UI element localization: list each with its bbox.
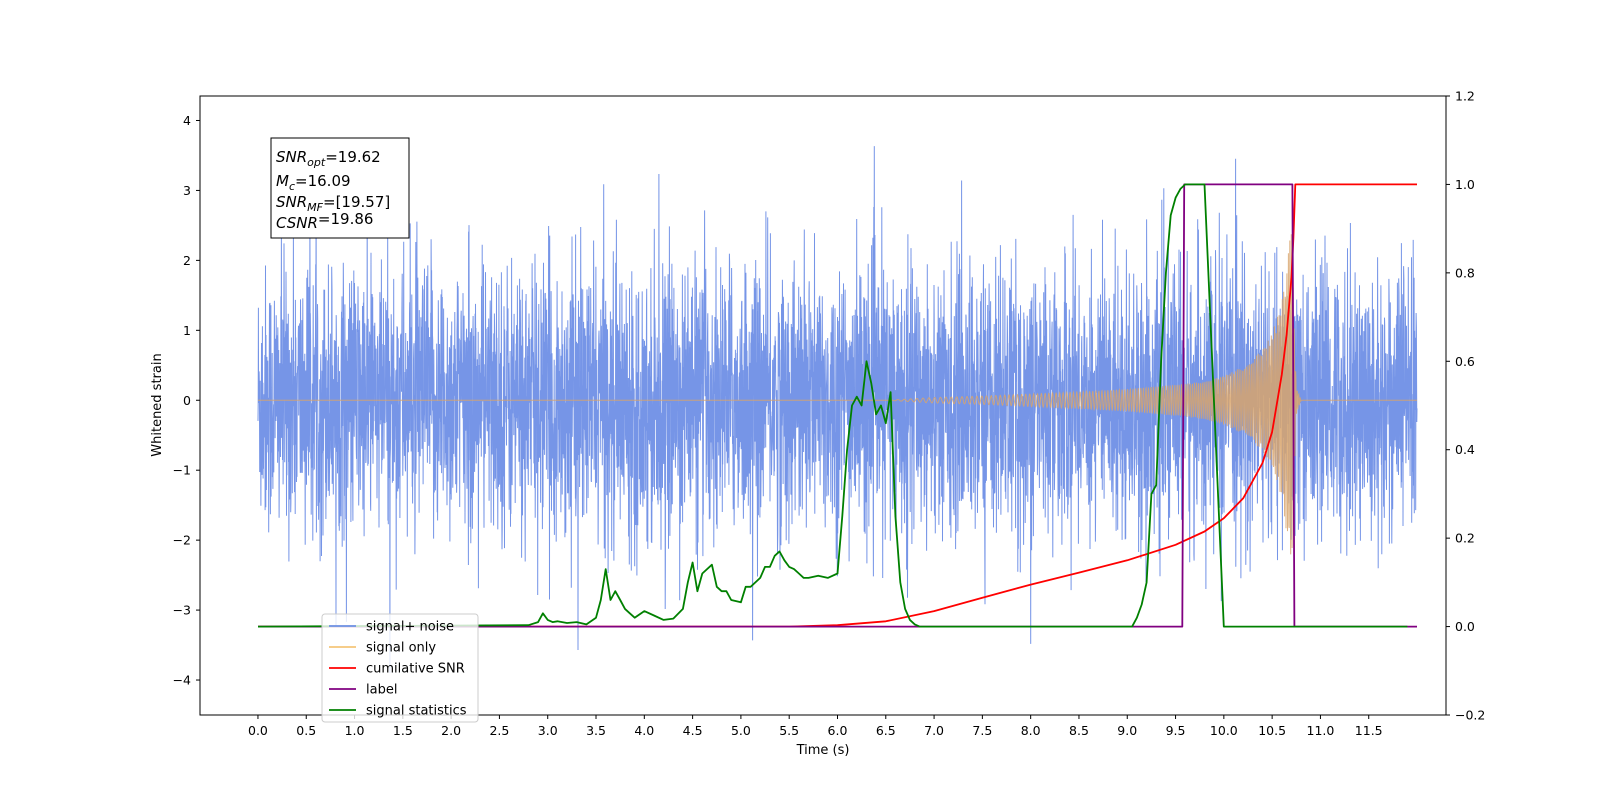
y2-tick-label: −0.2 bbox=[1455, 708, 1485, 723]
y-tick-label: −4 bbox=[173, 673, 191, 688]
x-tick-label: 11.5 bbox=[1355, 723, 1383, 738]
annotation-line-snr-mf: SNRMF=[19.57] bbox=[276, 193, 390, 214]
legend-label: label bbox=[366, 683, 397, 698]
annotation-line-csnr: CSNR=19.86 bbox=[276, 210, 373, 232]
annotation-value: =[19.57] bbox=[323, 193, 390, 211]
y-tick-label: −3 bbox=[173, 603, 191, 618]
annotation-value: =19.62 bbox=[325, 148, 381, 166]
y2-tick-label: 1.2 bbox=[1455, 89, 1475, 104]
x-tick-label: 8.0 bbox=[1021, 723, 1041, 738]
y-axis-label: Whitened strain bbox=[150, 353, 165, 456]
annotation-base: SNR bbox=[276, 193, 307, 211]
x-tick-label: 1.0 bbox=[345, 723, 365, 738]
x-tick-label: 11.0 bbox=[1307, 723, 1335, 738]
x-tick-label: 4.0 bbox=[634, 723, 654, 738]
legend-label: signal only bbox=[366, 641, 436, 656]
annotation-value: =19.86 bbox=[318, 210, 374, 228]
legend-label: signal statistics bbox=[366, 704, 467, 719]
annotation-base: SNR bbox=[276, 148, 307, 166]
y-tick-label: 4 bbox=[183, 113, 191, 128]
annotation-sub: opt bbox=[307, 156, 326, 169]
annotation-sub: MF bbox=[307, 201, 323, 214]
y2-tick-label: 0.0 bbox=[1455, 619, 1475, 634]
y-tick-label: −1 bbox=[173, 463, 191, 478]
legend-frame bbox=[321, 613, 479, 723]
x-tick-label: 6.0 bbox=[828, 723, 848, 738]
x-tick-label: 9.0 bbox=[1117, 723, 1137, 738]
series-signal-noise bbox=[257, 146, 1418, 674]
y2-tick-label: 0.4 bbox=[1455, 442, 1475, 457]
x-tick-label: 0.5 bbox=[296, 723, 316, 738]
x-tick-label: 8.5 bbox=[1069, 723, 1089, 738]
x-tick-label: 9.5 bbox=[1166, 723, 1186, 738]
x-tick-label: 2.5 bbox=[489, 723, 509, 738]
plot-series bbox=[257, 146, 1418, 674]
y-axis-left: 4 3 2 1 0 −1 −2 −3 −4 bbox=[173, 113, 200, 688]
series-signal-only bbox=[258, 234, 1417, 555]
x-tick-label: 6.5 bbox=[876, 723, 896, 738]
x-tick-label: 5.5 bbox=[779, 723, 799, 738]
legend-label: signal+ noise bbox=[366, 620, 454, 635]
legend-label: cumilative SNR bbox=[366, 662, 465, 677]
x-tick-label: 2.0 bbox=[441, 723, 461, 738]
y2-tick-label: 0.8 bbox=[1455, 265, 1475, 280]
y-tick-label: 1 bbox=[183, 323, 191, 338]
y2-tick-label: 0.6 bbox=[1455, 354, 1475, 369]
annotation-line-mc: Mc=16.09 bbox=[276, 172, 351, 193]
x-axis: 0.0 0.5 1.0 1.5 2.0 2.5 3.0 3.5 4.0 4.5 5.0 5.5 6.0 6… bbox=[248, 715, 1383, 738]
x-tick-label: 10.5 bbox=[1258, 723, 1286, 738]
y2-tick-label: 0.2 bbox=[1455, 531, 1475, 546]
annotation-sub: c bbox=[289, 180, 295, 193]
series-signal-statistics bbox=[257, 183, 1408, 628]
x-tick-label: 3.0 bbox=[538, 723, 558, 738]
x-tick-label: 4.5 bbox=[683, 723, 703, 738]
x-tick-label: 1.5 bbox=[393, 723, 413, 738]
plot-frame bbox=[199, 95, 1447, 716]
y-tick-label: 0 bbox=[183, 393, 191, 408]
legend: signal+ noise signal only cumilative SNR la… bbox=[321, 613, 479, 723]
x-tick-label: 10.0 bbox=[1210, 723, 1238, 738]
x-tick-label: 7.0 bbox=[924, 723, 944, 738]
annotation-box-frame bbox=[270, 137, 410, 239]
x-tick-label: 3.5 bbox=[586, 723, 606, 738]
annotation-base: M bbox=[276, 172, 289, 190]
y-tick-label: 2 bbox=[183, 253, 191, 268]
y-tick-label: −2 bbox=[173, 533, 191, 548]
annotation-line-snr-opt: SNRopt=19.62 bbox=[276, 148, 381, 169]
x-tick-label: 5.0 bbox=[731, 723, 751, 738]
y-tick-label: 3 bbox=[183, 183, 191, 198]
annotation-box: SNRopt=19.62 Mc=16.09 SNRMF=[19.57] CSNR… bbox=[270, 137, 410, 239]
x-axis-label: Time (s) bbox=[796, 743, 850, 758]
y-axis-right: 1.2 1.0 0.8 0.6 0.4 0.2 0.0 −0.2 bbox=[1446, 89, 1485, 723]
x-tick-label: 0.0 bbox=[248, 723, 268, 738]
annotation-base: CSNR bbox=[276, 214, 318, 232]
y2-tick-label: 1.0 bbox=[1455, 177, 1475, 192]
x-tick-label: 7.5 bbox=[972, 723, 992, 738]
annotation-value: =16.09 bbox=[295, 172, 351, 190]
